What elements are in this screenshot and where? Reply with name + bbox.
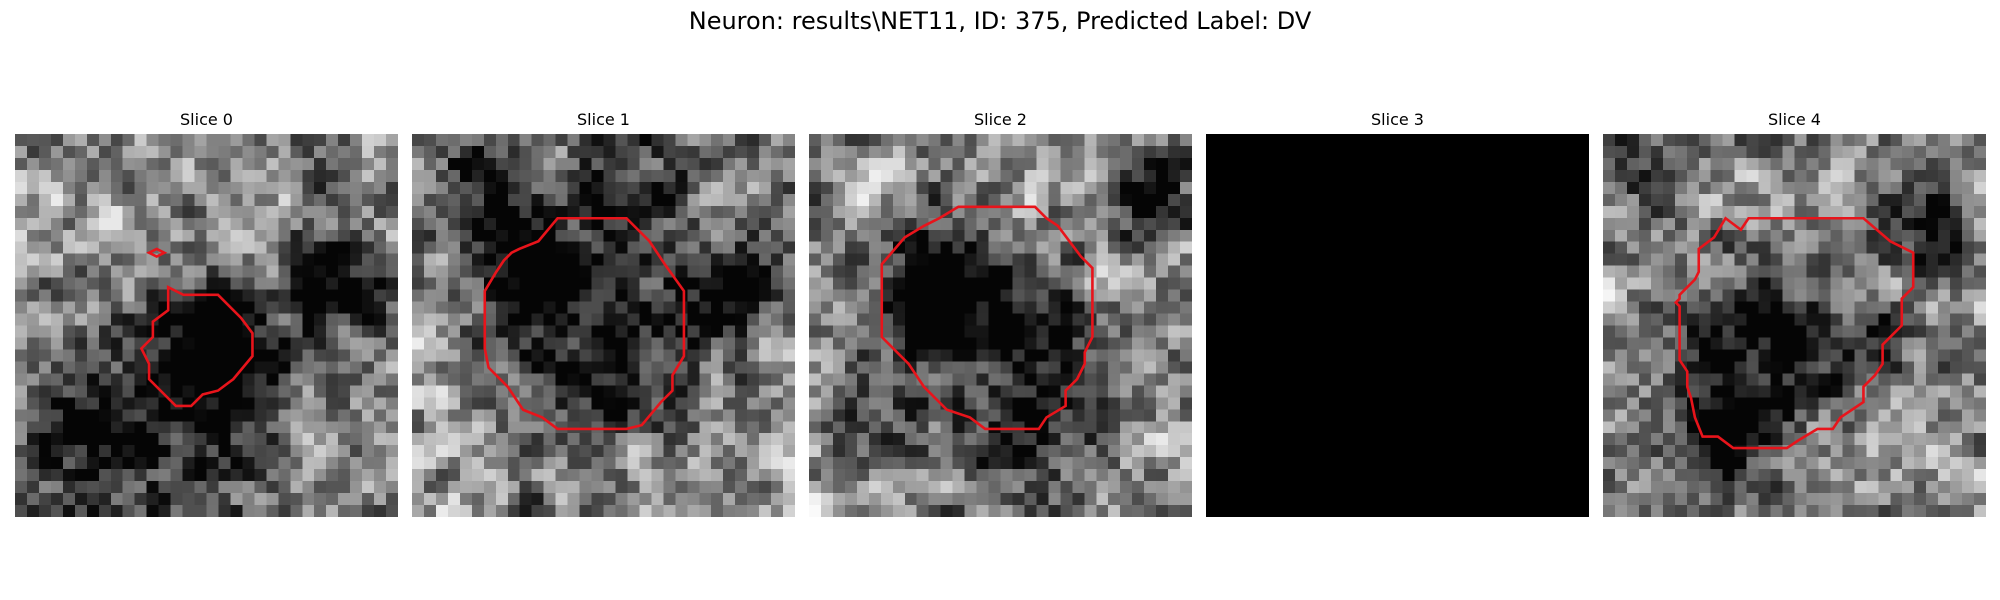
slice-image	[809, 134, 1192, 517]
neuron-contour	[882, 207, 1093, 429]
neuron-contour	[1676, 218, 1913, 448]
pixel-grid	[412, 134, 795, 517]
slice-title: Slice 1	[577, 110, 630, 129]
pixel-grid	[1603, 134, 1986, 517]
slice-title: Slice 0	[180, 110, 233, 129]
slice-title: Slice 3	[1371, 110, 1424, 129]
slice-image	[1206, 134, 1589, 517]
neuron-contour	[141, 287, 252, 406]
slice-image	[15, 134, 398, 517]
slice-panel-4: Slice 4	[1603, 108, 1986, 517]
pixel-grid	[15, 134, 398, 517]
slice-panel-1: Slice 1	[412, 108, 795, 517]
figure-title: Neuron: results\NET11, ID: 375, Predicte…	[688, 7, 1312, 35]
slice-title: Slice 2	[974, 110, 1027, 129]
slice-panel-3: Slice 3	[1206, 108, 1589, 517]
pixel-grid	[809, 134, 1192, 517]
blank-slice-fill	[1206, 134, 1589, 517]
neuron-contour	[485, 218, 684, 429]
slice-panel-2: Slice 2	[809, 108, 1192, 517]
slice-image	[412, 134, 795, 517]
slice-title: Slice 4	[1768, 110, 1821, 129]
slice-image	[1603, 134, 1986, 517]
slice-panel-0: Slice 0	[15, 108, 398, 517]
neuron-contour	[149, 249, 164, 257]
